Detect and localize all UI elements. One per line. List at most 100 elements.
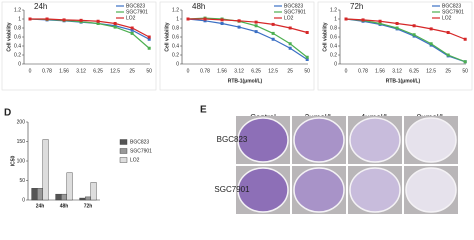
dish [293,117,345,163]
point [305,58,309,61]
x-tick-label: 25 [129,68,135,74]
point [412,24,416,28]
x-tick-label: 6.25 [93,68,103,74]
legend-label: SGC7901 [126,9,148,15]
point [344,17,348,21]
y-tick-label: 0 [18,61,21,67]
y-tick-label: 0 [176,61,179,67]
x-tick-label: 25 [445,68,451,74]
point [288,46,292,50]
legend-label: LO2 [126,15,136,21]
point [147,35,151,39]
panel-label: E [200,105,207,116]
y-tick-label: 1.2 [172,7,179,13]
point [203,17,207,21]
x-tick-label: 1.56 [375,68,385,74]
point [254,24,258,28]
y-tick-label: 0.8 [330,25,337,31]
legend-label: SGC7901 [442,9,464,15]
y-tick-label: 0 [22,197,25,203]
point [186,17,190,21]
point [378,22,382,25]
x-tick-label: 1.56 [217,68,227,74]
point [463,60,467,64]
panel-label: D [4,108,11,119]
x-tick-label: 0 [29,68,32,74]
point [45,17,49,21]
y-tick-label: 0.6 [14,34,21,40]
dish [349,167,401,213]
x-tick-label: 0.78 [42,68,52,74]
point [254,30,258,34]
x-tick-label: 12.5 [110,68,120,74]
point [271,31,275,35]
x-tick-label: 50 [304,68,310,74]
point [79,18,83,22]
x-tick-label: 0 [187,68,190,74]
bar [84,196,91,201]
panel-frame [1,1,157,91]
chart-title: 72h [350,2,363,11]
bar [55,193,62,201]
line [187,17,308,58]
x-tick-label: 0 [345,68,348,74]
bar [31,188,38,201]
panel-frame [159,1,315,91]
legend-label: SGC7901 [284,9,306,15]
y-axis-label: IC50 [10,156,16,167]
point [254,20,258,24]
legend-label: SGC7901 [130,148,152,154]
bar [90,182,97,201]
point [271,37,275,41]
point [361,18,365,22]
line [30,18,150,38]
dish [405,167,457,213]
point [220,22,224,25]
dish [237,117,289,163]
dish [293,167,345,213]
y-axis-label: Cell viability [6,22,12,51]
legend-label: LO2 [130,157,140,163]
point [305,31,309,34]
y-tick-label: 0.4 [330,43,337,49]
point [203,19,207,23]
y-tick-label: 0.4 [14,43,21,49]
figure: D E Control2μmol/L4μmol/L8μmol/LBGC823SG… [1,1,473,214]
y-tick-label: 0.8 [14,25,21,31]
y-tick-label: 200 [17,119,26,125]
y-tick-label: 100 [17,158,26,164]
legend-label: BGC823 [442,3,461,9]
row-label: SGC7901 [214,185,250,194]
y-axis-label: Cell viability [164,22,170,51]
x-tick-label: 12.5 [426,68,436,74]
bar [79,197,86,201]
point [446,53,450,57]
legend-label: BGC823 [126,3,145,9]
point [237,25,241,29]
line [187,18,308,61]
legend-label: LO2 [284,15,294,21]
chart-title: 48h [192,2,205,11]
point [130,28,134,32]
line [345,18,466,63]
x-tick-label: 3.12 [392,68,402,74]
dish [237,167,289,213]
x-tick-label: 3.12 [234,68,244,74]
point [288,26,292,30]
row-label: BGC823 [217,135,248,144]
point [446,31,450,34]
x-tick-label: 6.25 [409,68,419,74]
legend-swatch [119,157,128,163]
y-tick-label: 1.2 [330,7,337,13]
point [463,37,467,41]
y-tick-label: 0 [334,61,337,67]
legend-label: LO2 [442,15,452,21]
point [412,33,416,37]
point [130,31,134,35]
point [113,25,117,29]
line [345,18,466,40]
y-tick-label: 0.6 [172,34,179,40]
y-tick-label: 0.4 [172,43,179,49]
x-tick-label: 12.5 [268,68,278,74]
x-tick-label: 50 [146,68,152,74]
